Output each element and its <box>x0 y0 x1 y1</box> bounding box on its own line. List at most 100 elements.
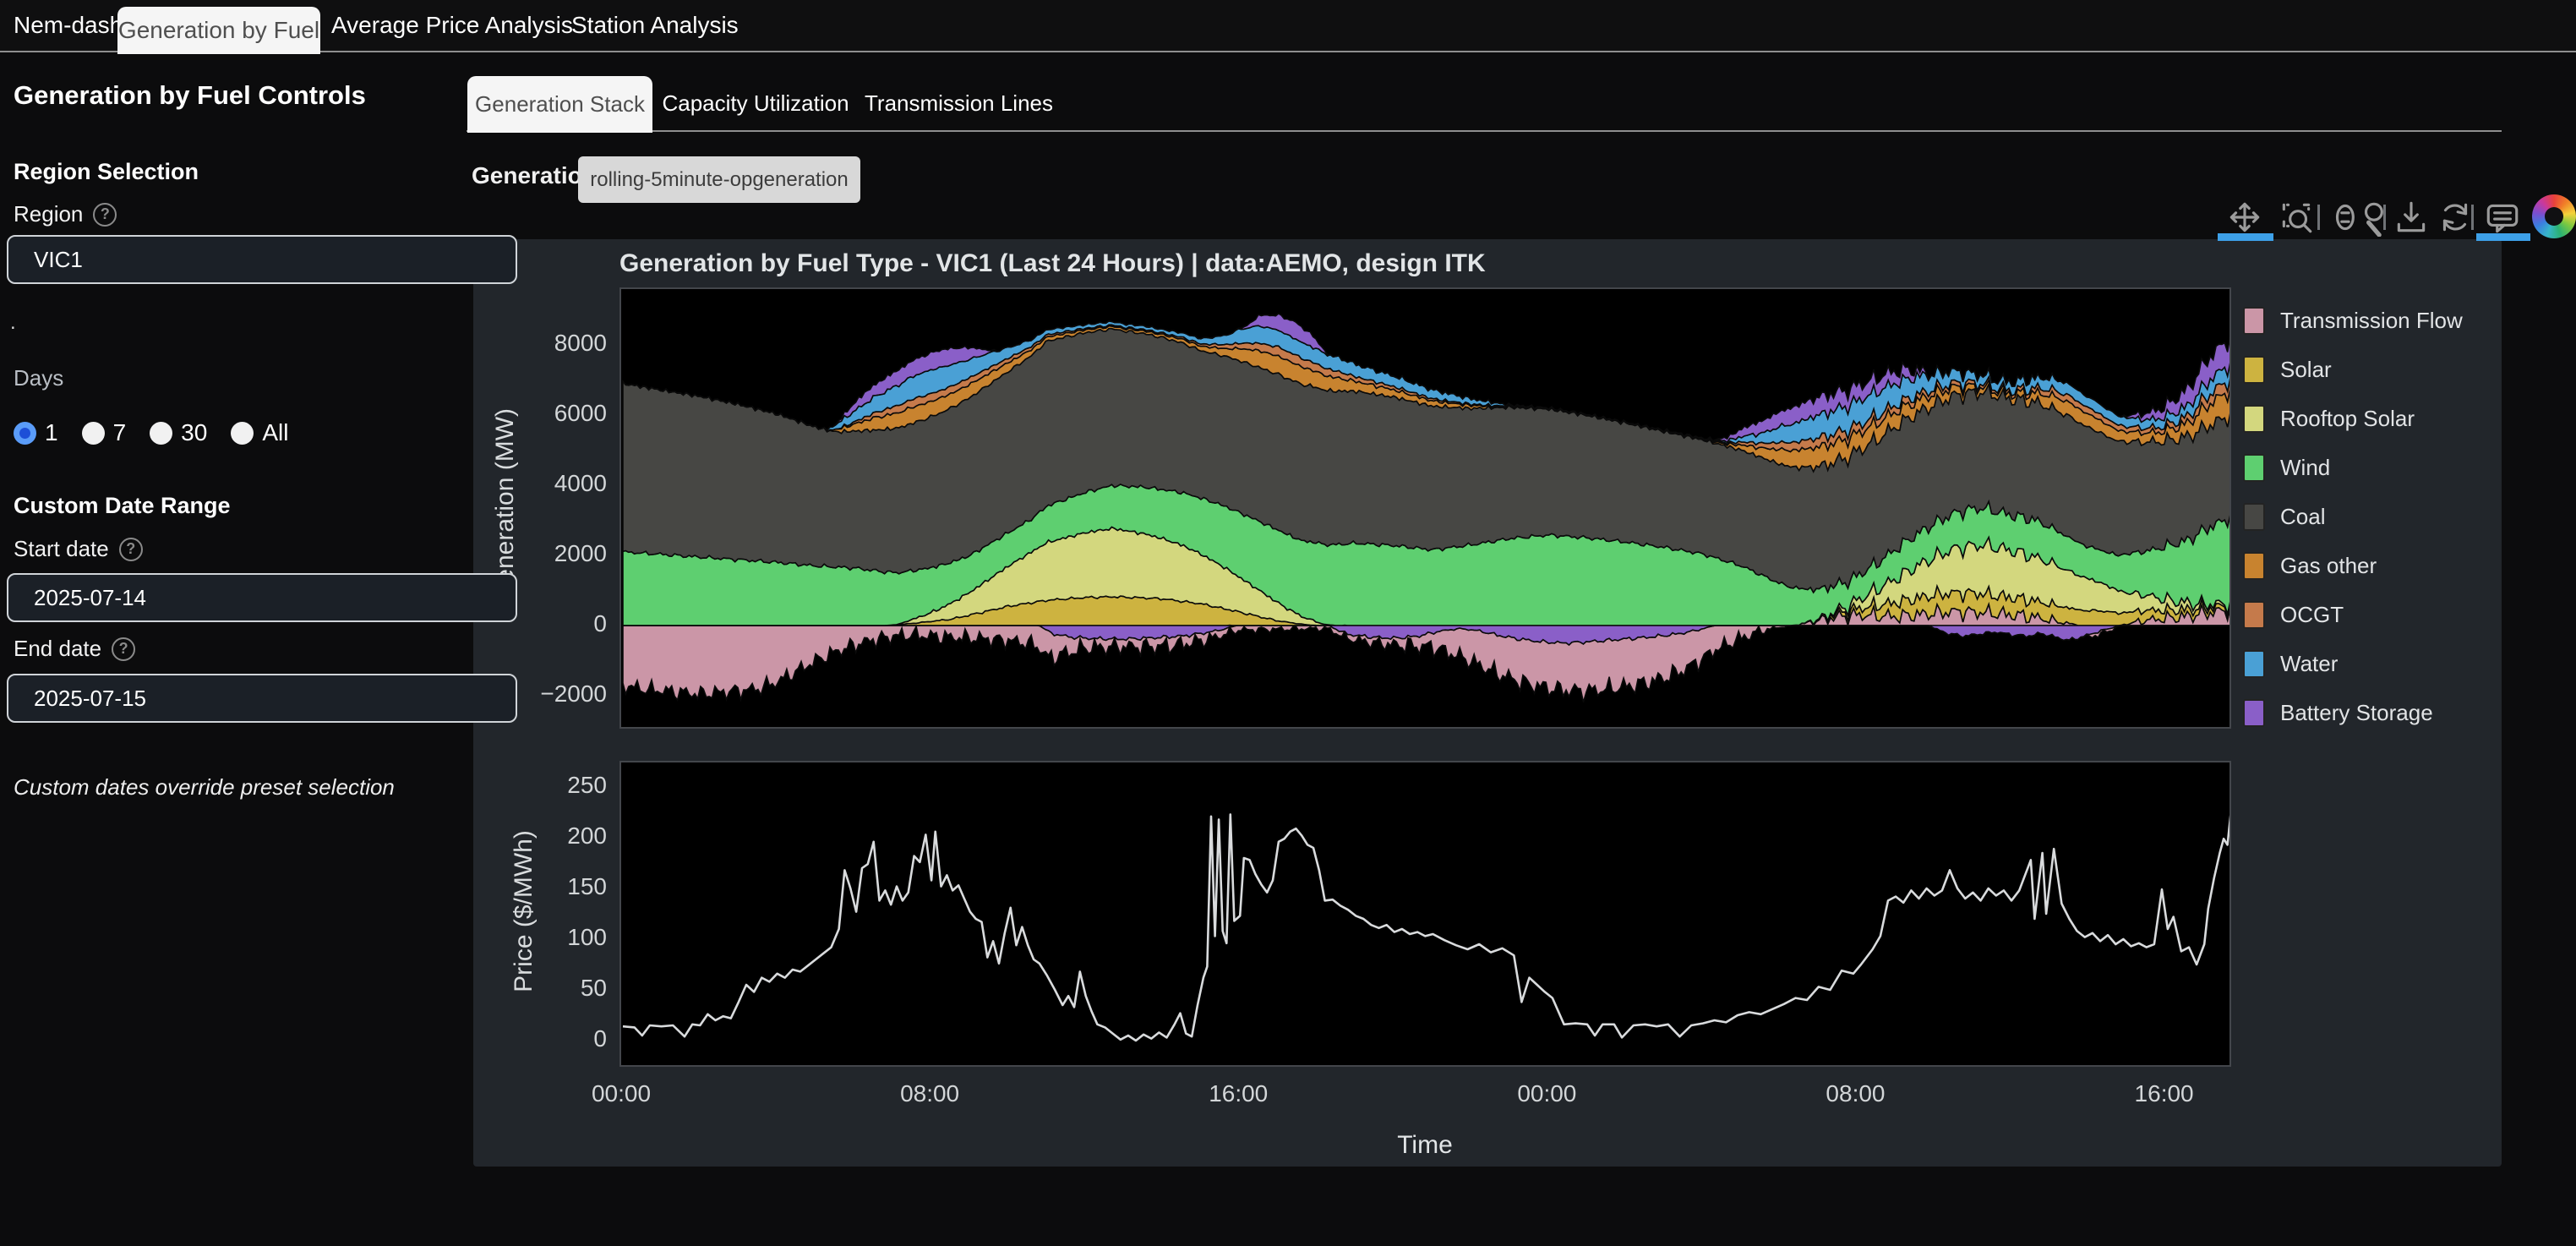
legend-swatch <box>2243 552 2265 580</box>
chart-title: Generation by Fuel Type - VIC1 (Last 24 … <box>619 249 1486 277</box>
legend-item-transmission[interactable]: Transmission Flow <box>2243 307 2463 335</box>
region-label-text: Region <box>14 201 84 227</box>
days-radio-All[interactable]: All <box>231 419 288 446</box>
zoom-in-icon[interactable] <box>2328 198 2366 237</box>
price-ytick: 50 <box>580 975 607 1001</box>
gen-ytick: 8000 <box>554 330 607 356</box>
modebar-separator <box>2317 205 2320 230</box>
price-ytick: 100 <box>567 924 607 950</box>
tab-station-analysis[interactable]: Station Analysis <box>571 12 739 38</box>
x-tick: 08:00 <box>1826 1080 1886 1107</box>
radio-label: 1 <box>45 419 58 445</box>
comment-active-underline <box>2476 233 2530 241</box>
legend-swatch <box>2243 601 2265 629</box>
help-icon[interactable]: ? <box>118 537 143 561</box>
generation-area-chart <box>622 313 2235 702</box>
x-tick: 08:00 <box>900 1080 960 1107</box>
radio-circle[interactable] <box>14 421 36 445</box>
price-ytick: 150 <box>567 873 607 899</box>
radio-circle[interactable] <box>231 421 254 445</box>
radio-label: 7 <box>112 419 127 445</box>
help-icon[interactable]: ? <box>93 202 117 227</box>
days-radio-7[interactable]: 7 <box>81 419 127 446</box>
graph-section-label: Generatio <box>472 162 582 189</box>
region-label: Region ? <box>14 201 117 227</box>
pan-active-underline <box>2218 233 2273 241</box>
days-label: Days <box>14 365 64 391</box>
legend-item-rooftop[interactable]: Rooftop Solar <box>2243 405 2415 433</box>
custom-date-range-heading: Custom Date Range <box>14 493 231 518</box>
subtab-capacity-utilization[interactable]: Capacity Utilization <box>662 90 849 116</box>
tab-average-price-analysis[interactable]: Average Price Analysis <box>331 12 573 38</box>
hover-tooltip: rolling-5minute-opgeneration <box>578 156 860 203</box>
gen-ytick: 4000 <box>554 470 607 496</box>
price-ytick: 250 <box>567 772 607 798</box>
x-tick: 00:00 <box>1517 1080 1577 1107</box>
zoom-out-icon[interactable] <box>2356 198 2395 238</box>
legend-item-water[interactable]: Water <box>2243 650 2338 678</box>
legend-label: Coal <box>2280 504 2326 529</box>
legend-swatch <box>2243 699 2265 727</box>
start-date-label: Start date ? <box>14 536 143 562</box>
price-ytick: 200 <box>567 822 607 849</box>
legend-label: Transmission Flow <box>2280 308 2463 333</box>
generation-plot[interactable] <box>619 287 2235 729</box>
gen-ytick: 2000 <box>554 540 607 566</box>
radio-circle[interactable] <box>81 421 105 445</box>
start-date-input[interactable] <box>7 573 517 622</box>
price-plot[interactable] <box>619 761 2242 1067</box>
end-date-label: End date ? <box>14 636 136 662</box>
end-date-input[interactable] <box>7 674 517 723</box>
sidebar-heading: Generation by Fuel Controls <box>14 80 366 110</box>
legend-item-gas[interactable]: Gas other <box>2243 552 2377 580</box>
radio-label: 30 <box>181 419 208 445</box>
legend-label: Water <box>2280 651 2339 676</box>
legend-label: Solar <box>2280 357 2332 382</box>
legend-label: Rooftop Solar <box>2280 406 2415 431</box>
help-icon[interactable]: ? <box>112 637 136 661</box>
subtab-generation-stack[interactable]: Generation Stack <box>467 76 652 133</box>
legend-label: Gas other <box>2280 553 2377 578</box>
legend-item-ocgt[interactable]: OCGT <box>2243 601 2344 629</box>
end-date-label-text: End date <box>14 636 102 661</box>
days-radio-1[interactable]: 1 <box>14 419 58 446</box>
area-transmission-negative <box>622 624 2234 702</box>
navbar-divider <box>0 51 2576 52</box>
refresh-icon[interactable] <box>2436 198 2475 237</box>
legend-item-battery[interactable]: Battery Storage <box>2243 699 2433 727</box>
legend-label: Battery Storage <box>2280 700 2433 725</box>
modebar-separator <box>2383 205 2386 230</box>
radio-circle[interactable] <box>150 421 173 445</box>
legend-swatch <box>2243 454 2265 482</box>
pan-icon[interactable] <box>2225 198 2264 237</box>
colorful-logo-icon[interactable] <box>2532 194 2576 238</box>
area-battery-negative <box>623 625 2234 647</box>
legend-swatch <box>2243 356 2265 384</box>
box-zoom-icon[interactable] <box>2277 198 2316 237</box>
subtab-transmission-lines[interactable]: Transmission Lines <box>865 90 1054 116</box>
gen-ytick: 6000 <box>554 400 607 426</box>
legend-item-solar[interactable]: Solar <box>2243 356 2332 384</box>
days-radio-30[interactable]: 30 <box>150 419 207 446</box>
x-tick: 16:00 <box>2134 1080 2194 1107</box>
x-tick: 00:00 <box>591 1080 652 1107</box>
legend-label: OCGT <box>2280 602 2344 627</box>
legend-swatch <box>2243 503 2265 531</box>
top-navbar: Nem-dash Generation by Fuel Average Pric… <box>0 0 2576 54</box>
price-ytick: 0 <box>593 1025 607 1052</box>
days-radio-group: 1 7 30 All <box>14 419 288 446</box>
tab-nem-dash[interactable]: Nem-dash <box>14 12 123 38</box>
x-tick: 16:00 <box>1209 1080 1269 1107</box>
download-icon[interactable] <box>2392 198 2431 237</box>
tab-generation-by-fuel[interactable]: Generation by Fuel <box>117 7 320 54</box>
x-axis-title: Time <box>1397 1131 1453 1159</box>
price-line-chart <box>622 788 2242 1042</box>
region-selection-heading: Region Selection <box>14 159 199 184</box>
region-input[interactable] <box>7 235 517 284</box>
comment-icon[interactable] <box>2483 198 2522 237</box>
custom-dates-note: Custom dates override preset selection <box>14 774 395 800</box>
legend-item-wind[interactable]: Wind <box>2243 454 2330 482</box>
legend-item-coal[interactable]: Coal <box>2243 503 2325 531</box>
legend-swatch <box>2243 650 2265 678</box>
